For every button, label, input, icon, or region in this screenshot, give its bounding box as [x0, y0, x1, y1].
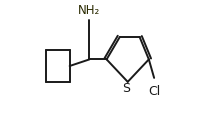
- Text: Cl: Cl: [148, 85, 160, 98]
- Text: NH₂: NH₂: [78, 4, 101, 17]
- Text: S: S: [122, 82, 130, 95]
